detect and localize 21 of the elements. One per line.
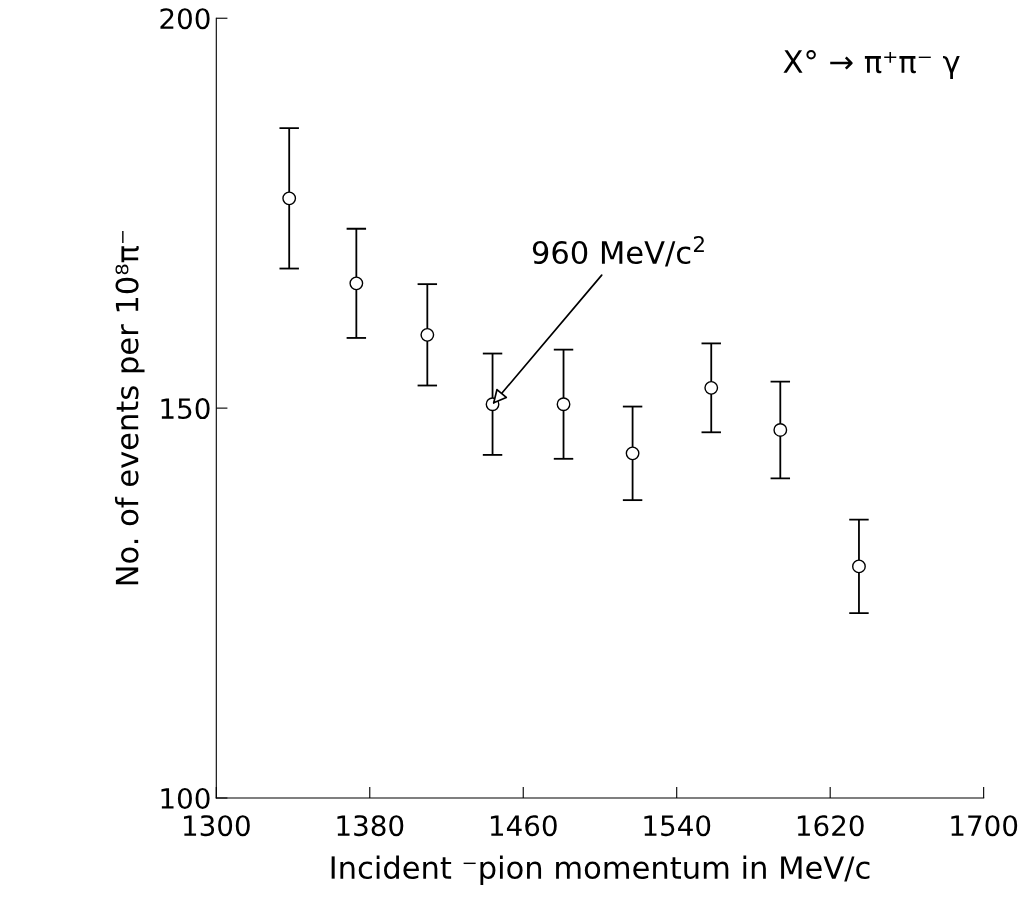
y-tick-label: 200 xyxy=(160,8,210,30)
point xyxy=(282,191,297,206)
point xyxy=(556,397,571,412)
y-tick-label: 150 xyxy=(161,398,210,420)
annotation: 960 MeV/c$^{2}$ xyxy=(532,236,704,267)
x-tick-label: 1540 xyxy=(644,815,711,837)
x-axis-title: Incident ⁻pion momentum in MeV/c xyxy=(331,855,870,886)
point xyxy=(349,276,364,291)
point xyxy=(704,380,719,395)
point xyxy=(773,423,788,437)
x-tick-label: 1620 xyxy=(797,815,864,837)
point xyxy=(420,327,435,342)
x-tick-label: 1300 xyxy=(184,815,250,837)
point xyxy=(625,446,640,461)
y-axis-title: No. of events per 10⁸π⁻ xyxy=(114,230,145,585)
x-tick-label: 1700 xyxy=(951,815,1018,837)
annotation: X° → π⁺π⁻ γ xyxy=(783,49,960,79)
y-tick-label: 100 xyxy=(161,787,210,809)
x-tick-label: 1460 xyxy=(490,815,557,837)
x-tick-label: 1380 xyxy=(337,815,404,837)
point xyxy=(852,559,866,574)
